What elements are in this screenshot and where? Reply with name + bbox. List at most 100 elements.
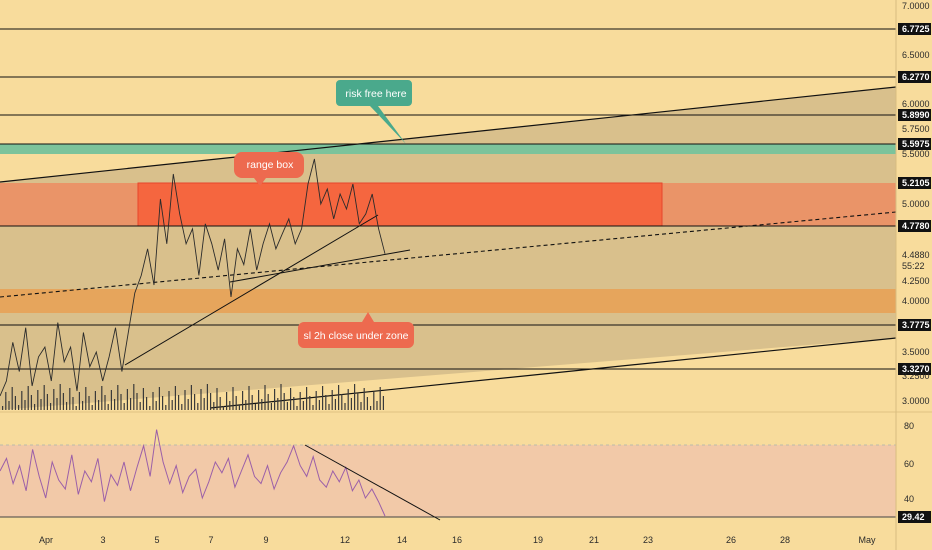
volume-bar: [325, 395, 327, 410]
price-tick-label: 3.0000: [902, 396, 930, 406]
price-tick-label: 6.0000: [902, 99, 930, 109]
volume-bar: [210, 393, 212, 410]
volume-bar: [226, 392, 228, 410]
price-tick-label: 3.2500: [902, 371, 930, 381]
volume-bar: [110, 390, 112, 410]
range-box-zone: [137, 182, 663, 227]
price-tick-label: 6.7725: [902, 24, 930, 34]
volume-bar: [8, 401, 10, 410]
volume-bar: [229, 401, 231, 410]
volume-bar: [206, 384, 208, 410]
volume-bar: [197, 403, 199, 410]
rsi-band: [0, 445, 896, 517]
volume-bar: [178, 395, 180, 410]
volume-bar: [2, 406, 4, 410]
volume-bar: [248, 386, 250, 410]
rsi-tick-label: 60: [904, 459, 914, 469]
time-tick-label: 23: [643, 535, 653, 545]
trendline-dashed: [0, 211, 897, 298]
callout-risk-free-text: risk free here: [345, 88, 406, 100]
volume-bar: [168, 391, 170, 410]
volume-bar: [136, 393, 138, 410]
volume-bar: [50, 403, 52, 410]
volume-bar: [235, 396, 237, 410]
price-tick-label: 4.7780: [902, 221, 930, 231]
volume-bar: [101, 386, 103, 410]
green-zone: [0, 144, 896, 154]
price-tick-label: 5.0000: [902, 199, 930, 209]
volume-bar: [171, 400, 173, 410]
price-tick-label: 5.5975: [902, 139, 930, 149]
price-tick-label: 6.5000: [902, 50, 930, 60]
volume-bar: [14, 396, 16, 410]
time-tick-label: 7: [208, 535, 213, 545]
time-tick-label: 3: [100, 535, 105, 545]
rsi-tick-label: 40: [904, 494, 914, 504]
volume-bar: [120, 394, 122, 410]
volume-bar: [334, 399, 336, 410]
volume-bar: [302, 401, 304, 410]
volume-bar: [139, 402, 141, 410]
rsi-axis[interactable]: 80 60 40 29.42: [898, 421, 931, 523]
volume-bar: [203, 398, 205, 410]
volume-bar: [82, 401, 84, 410]
callout-range-box-text: range box: [247, 159, 294, 171]
price-tick-label: 7.0000: [902, 1, 930, 11]
price-series: [0, 158, 386, 397]
price-label-box: [898, 177, 931, 189]
volume-bar: [187, 399, 189, 410]
volume-bar: [91, 405, 93, 410]
volume-bar: [59, 384, 61, 410]
time-tick-label: 12: [340, 535, 350, 545]
volume-bar: [331, 390, 333, 410]
volume-bar: [360, 402, 362, 410]
volume-bar: [158, 387, 160, 410]
volume-bar: [258, 390, 260, 410]
volume-bar: [78, 392, 80, 410]
volume-bar: [274, 389, 276, 410]
volume-bar: [165, 405, 167, 410]
volume-bar: [376, 401, 378, 410]
volume-bar: [56, 398, 58, 410]
volume-bar: [309, 396, 311, 410]
callout-risk-free[interactable]: risk free here: [336, 80, 412, 144]
volume-bar: [293, 397, 295, 410]
price-label-box: [898, 71, 931, 83]
rsi-tick-label: 80: [904, 421, 914, 431]
time-tick-label: 5: [154, 535, 159, 545]
volume-bar: [261, 399, 263, 410]
volume-bar: [373, 392, 375, 410]
volume-bar: [341, 394, 343, 410]
callout-range-box[interactable]: range box: [234, 152, 304, 186]
volume-bar: [181, 404, 183, 410]
price-tick-label: 3.7775: [902, 320, 930, 330]
volume-bar: [30, 395, 32, 410]
price-tick-label: 4.2500: [902, 276, 930, 286]
volume-bar: [299, 392, 301, 410]
volume-bar: [5, 392, 7, 410]
volume-bar: [146, 397, 148, 410]
volume-bar: [357, 393, 359, 410]
rsi-tick-label: 29.42: [902, 512, 925, 522]
volume-bar: [315, 391, 317, 410]
time-axis[interactable]: Apr 3 5 7 9 12 14 16 19 21 23 26 28 May: [39, 535, 876, 545]
rsi-series: [0, 429, 386, 517]
price-label-box: [898, 220, 931, 232]
volume-bar: [222, 406, 224, 410]
trendline-support-2: [229, 249, 411, 283]
volume-bar: [37, 390, 39, 410]
volume-bar: [347, 389, 349, 410]
price-tick-label: 3.3270: [902, 364, 930, 374]
callout-stop-loss[interactable]: sl 2h close under zone: [298, 312, 414, 348]
volume-bar: [27, 386, 29, 410]
volume-bar: [98, 400, 100, 410]
volume-bar: [40, 399, 42, 410]
channel-lower-line: [209, 337, 897, 409]
channel-upper-line: [0, 86, 897, 183]
volume-bar: [117, 385, 119, 410]
volume-bar: [174, 386, 176, 410]
price-tick-label: 5.5000: [902, 149, 930, 159]
